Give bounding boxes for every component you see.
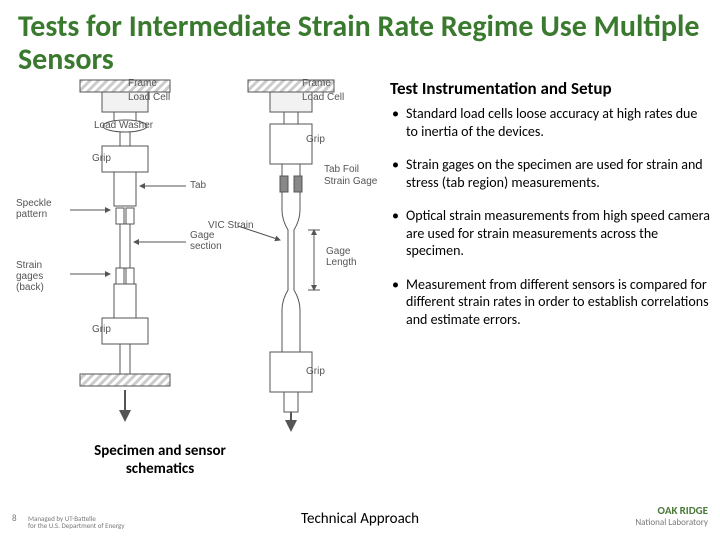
bullet-item: Strain gages on the specimen are used fo… <box>390 156 710 191</box>
footer: 8 Managed by UT-Battelle for the U.S. De… <box>0 508 720 534</box>
bullet-item: Optical strain measurements from high sp… <box>390 207 710 260</box>
label-gage-length: Gage Length <box>326 246 366 268</box>
slide: Tests for Intermediate Strain Rate Regim… <box>0 0 720 540</box>
label-loadwasher-l: Load Washer <box>94 120 153 131</box>
label-speckle: Speckle pattern <box>16 198 66 220</box>
label-grip-bot-r: Grip <box>306 366 325 377</box>
content-row: Frame Load Cell Load Washer Grip Speckle… <box>0 76 720 436</box>
subheading: Test Instrumentation and Setup <box>390 78 710 99</box>
label-grip-top-l: Grip <box>92 153 111 164</box>
specimen-schematic-svg <box>10 76 380 436</box>
label-grip-bot-l: Grip <box>92 324 111 335</box>
logo-ridge: RIDGE <box>680 504 708 517</box>
left-column: Frame Load Cell Load Washer Grip Speckle… <box>10 76 390 436</box>
label-tabfoil: Tab Foil <box>324 164 359 175</box>
label-frame-l: Frame <box>128 78 157 89</box>
label-loadcell-r: Load Cell <box>302 92 344 103</box>
schematic-caption: Specimen and sensor schematics <box>70 442 250 478</box>
logo-oak: OAK <box>658 504 678 517</box>
label-tab: Tab <box>190 180 206 191</box>
bullet-item: Measurement from different sensors is co… <box>390 276 710 329</box>
bullet-list: Standard load cells loose accuracy at hi… <box>390 105 710 328</box>
label-straingage: Strain Gage <box>324 176 377 187</box>
label-loadcell-l: Load Cell <box>128 92 170 103</box>
label-gage-section: Gage section <box>190 230 234 252</box>
right-column: Test Instrumentation and Setup Standard … <box>390 76 710 436</box>
oak-ridge-logo: OAK RIDGE National Laboratory <box>635 504 708 528</box>
label-grip-top-r: Grip <box>306 134 325 145</box>
slide-title: Tests for Intermediate Strain Rate Regim… <box>0 0 720 76</box>
label-frame-r: Frame <box>302 78 331 89</box>
label-vic: VIC Strain <box>208 220 254 231</box>
label-strain-gages: Strain gages (back) <box>16 260 66 293</box>
schematic-container: Frame Load Cell Load Washer Grip Speckle… <box>10 76 380 436</box>
logo-sub: National Laboratory <box>635 517 708 528</box>
footer-center: Technical Approach <box>0 510 720 528</box>
bullet-item: Standard load cells loose accuracy at hi… <box>390 105 710 140</box>
